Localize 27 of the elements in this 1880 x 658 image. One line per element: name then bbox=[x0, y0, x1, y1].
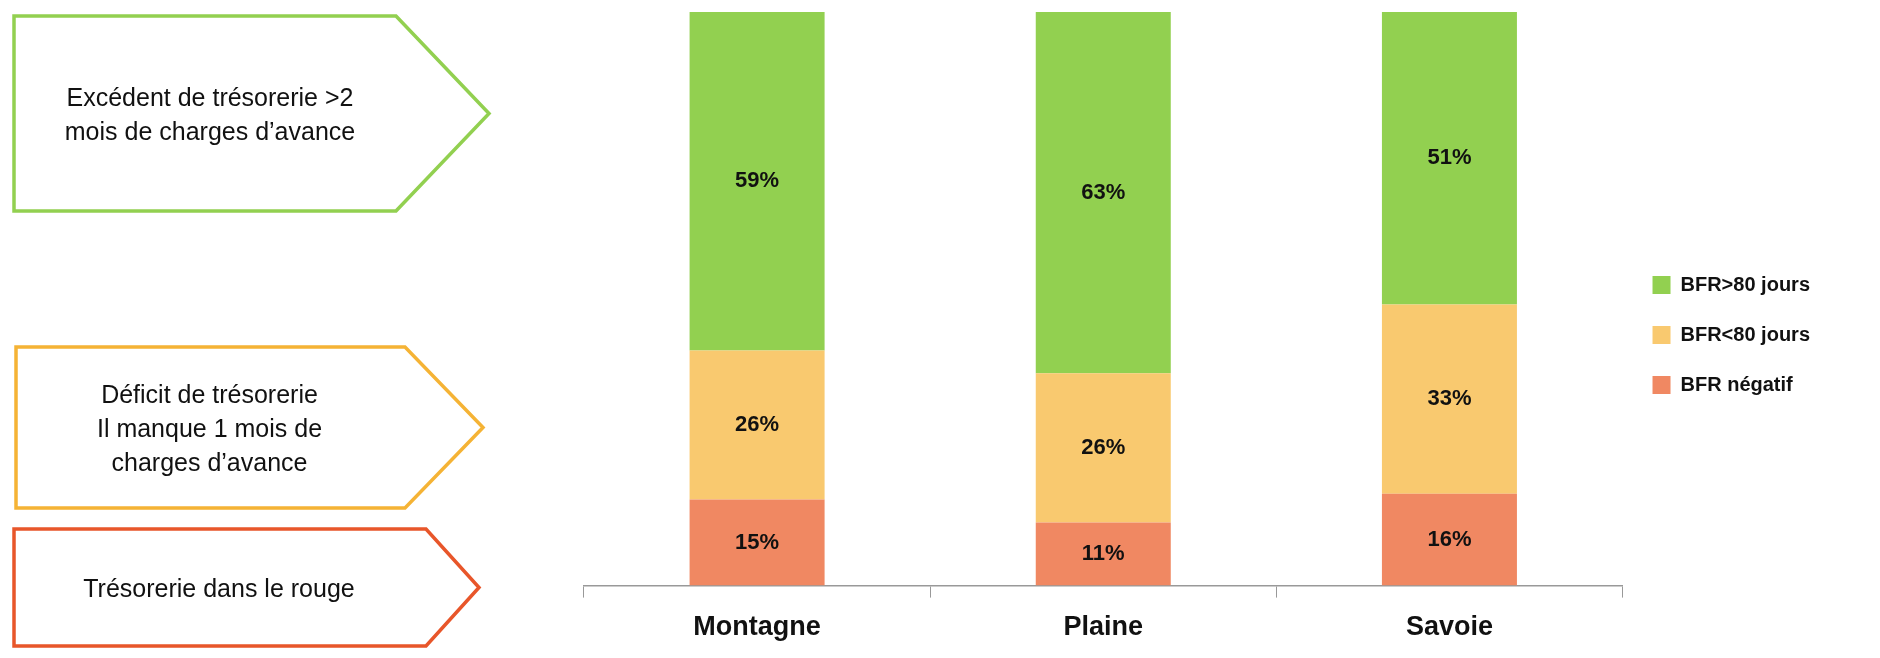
bar bbox=[689, 499, 825, 586]
data-label: 26% bbox=[735, 411, 780, 437]
bar bbox=[1035, 522, 1171, 586]
data-label: 33% bbox=[1427, 385, 1472, 411]
bar bbox=[1035, 373, 1171, 523]
bar bbox=[689, 12, 825, 351]
legend-label: BFR>80 jours bbox=[1680, 272, 1810, 295]
bar bbox=[689, 350, 825, 500]
text: Trésorerie dans le rouge bbox=[82, 572, 356, 604]
data-label: 15% bbox=[735, 528, 780, 554]
data-label: 11% bbox=[1081, 540, 1125, 566]
data-label: 59% bbox=[735, 167, 780, 193]
x-tick-label: Plaine bbox=[1063, 611, 1144, 642]
legend-label: BFR<80 jours bbox=[1680, 322, 1810, 345]
data-label: 16% bbox=[1427, 525, 1472, 551]
data-label: 63% bbox=[1081, 178, 1126, 204]
x-tick-label: Savoie bbox=[1405, 611, 1493, 642]
text: Déficit de trésorerie Il manque 1 mois de charges d’avance bbox=[95, 378, 324, 478]
legend-label: BFR négatif bbox=[1680, 372, 1794, 395]
bar bbox=[1035, 12, 1171, 374]
x-tick-label: Montagne bbox=[693, 611, 821, 642]
bar bbox=[1381, 304, 1517, 494]
bar bbox=[1381, 12, 1517, 305]
text: Excédent de trésorerie >2 mois de charges d’avance bbox=[63, 81, 357, 147]
bar bbox=[1381, 493, 1517, 586]
data-label: 26% bbox=[1081, 434, 1126, 459]
data-label: 51% bbox=[1427, 144, 1472, 170]
